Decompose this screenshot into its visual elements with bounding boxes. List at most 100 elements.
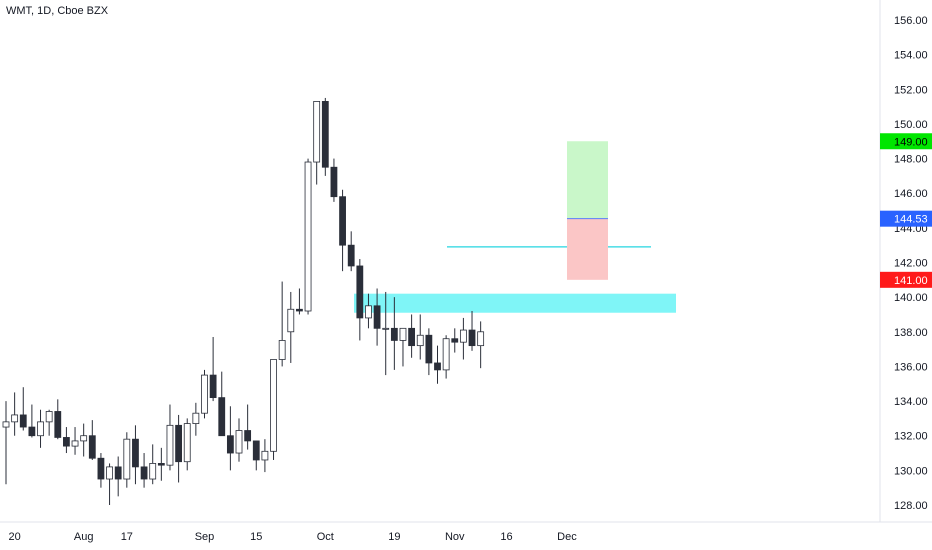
price-tick-label: 140.00 — [894, 292, 928, 304]
candle-body — [373, 305, 381, 329]
time-tick-label: 19 — [388, 531, 400, 543]
candle-body — [321, 101, 329, 168]
time-tick-label: 15 — [250, 531, 262, 543]
candle-body — [261, 450, 269, 461]
candle-body — [313, 101, 321, 163]
candle — [468, 311, 476, 351]
price-tick-label: 154.00 — [894, 50, 928, 62]
price-tick-label: 150.00 — [894, 119, 928, 131]
candle-body — [192, 412, 200, 424]
candle — [11, 392, 19, 436]
candle-body — [106, 466, 113, 480]
candle-body — [296, 308, 303, 312]
candle-body — [157, 463, 165, 466]
candle-body — [235, 430, 243, 454]
candle-body — [356, 265, 364, 319]
price-badge-label: 144.53 — [894, 214, 928, 226]
time-tick-label: 20 — [9, 531, 21, 543]
candle — [71, 427, 79, 455]
candle-body — [2, 421, 10, 428]
price-tick-label: 134.00 — [894, 396, 928, 408]
candle — [365, 293, 372, 329]
candle-body — [80, 435, 88, 442]
candle — [28, 404, 36, 438]
candle — [114, 456, 122, 497]
candle-body — [252, 440, 260, 461]
price-badge: 141.00 — [880, 271, 932, 288]
candle — [390, 297, 398, 370]
candle — [477, 321, 485, 369]
candle-body — [244, 430, 252, 442]
price-badge: 149.00 — [880, 133, 932, 150]
candle-body — [416, 334, 424, 347]
candles-layer — [2, 97, 485, 505]
candle-body — [63, 437, 70, 447]
candle — [37, 409, 44, 448]
drawings-layer — [354, 141, 676, 313]
chart-title: WMT, 1D, Cboe BZX — [6, 5, 109, 17]
candle-body — [37, 421, 44, 437]
candle — [226, 406, 234, 471]
price-badge-label: 149.00 — [894, 136, 928, 148]
candle — [132, 425, 139, 485]
candle — [157, 447, 165, 481]
candle-body — [45, 411, 53, 423]
candle-body — [278, 340, 286, 360]
candle — [45, 409, 53, 436]
candle — [287, 291, 295, 363]
candle-body — [399, 327, 407, 341]
time-axis: 20 Aug 17 Sep 15 Oct 19 Nov 16 Dec — [0, 521, 932, 543]
time-tick-label: Nov — [445, 531, 465, 543]
candle-body — [54, 411, 62, 438]
candle-body — [175, 424, 183, 463]
candle-body — [390, 327, 398, 341]
candle-body — [434, 362, 441, 371]
candle-body — [425, 334, 433, 364]
candle — [270, 359, 277, 460]
candle — [442, 335, 450, 379]
candle-body — [166, 424, 174, 466]
candle-body — [477, 331, 485, 347]
candle — [123, 432, 131, 488]
candle — [296, 288, 303, 315]
candle-body — [382, 327, 390, 330]
candle-body — [347, 244, 355, 267]
candle-body — [304, 161, 312, 312]
time-tick-label: Dec — [557, 531, 577, 543]
candle-body — [365, 305, 372, 319]
candle — [434, 345, 441, 384]
candle-body — [71, 440, 79, 447]
candle-body — [28, 426, 36, 437]
price-tick-label: 148.00 — [894, 154, 928, 166]
candle-body — [270, 359, 277, 452]
candle — [313, 101, 321, 185]
candle — [261, 439, 269, 473]
candle — [347, 231, 355, 272]
candle — [356, 259, 364, 341]
time-tick-label: 17 — [121, 531, 133, 543]
price-tick-label: 138.00 — [894, 327, 928, 339]
candle-body — [97, 457, 105, 480]
candle-body — [132, 438, 139, 468]
candle — [399, 327, 407, 367]
price-tick-label: 156.00 — [894, 15, 928, 27]
time-tick-label: Aug — [74, 531, 94, 543]
price-tick-label: 128.00 — [894, 500, 928, 512]
time-tick-label: Sep — [195, 531, 215, 543]
price-tick-label: 130.00 — [894, 465, 928, 477]
candle — [304, 158, 312, 315]
candle-body — [114, 466, 122, 480]
candle-body — [287, 308, 295, 333]
candle-body — [339, 196, 346, 246]
candle-body — [149, 463, 157, 480]
candle — [235, 418, 243, 462]
price-badge-box — [880, 210, 932, 227]
candle — [459, 317, 467, 360]
price-badge-box — [880, 133, 932, 150]
candle — [192, 402, 200, 436]
candle — [218, 371, 226, 437]
price-tick-label: 142.00 — [894, 258, 928, 270]
candle-body — [218, 397, 226, 437]
time-tick-label: Oct — [317, 531, 334, 543]
